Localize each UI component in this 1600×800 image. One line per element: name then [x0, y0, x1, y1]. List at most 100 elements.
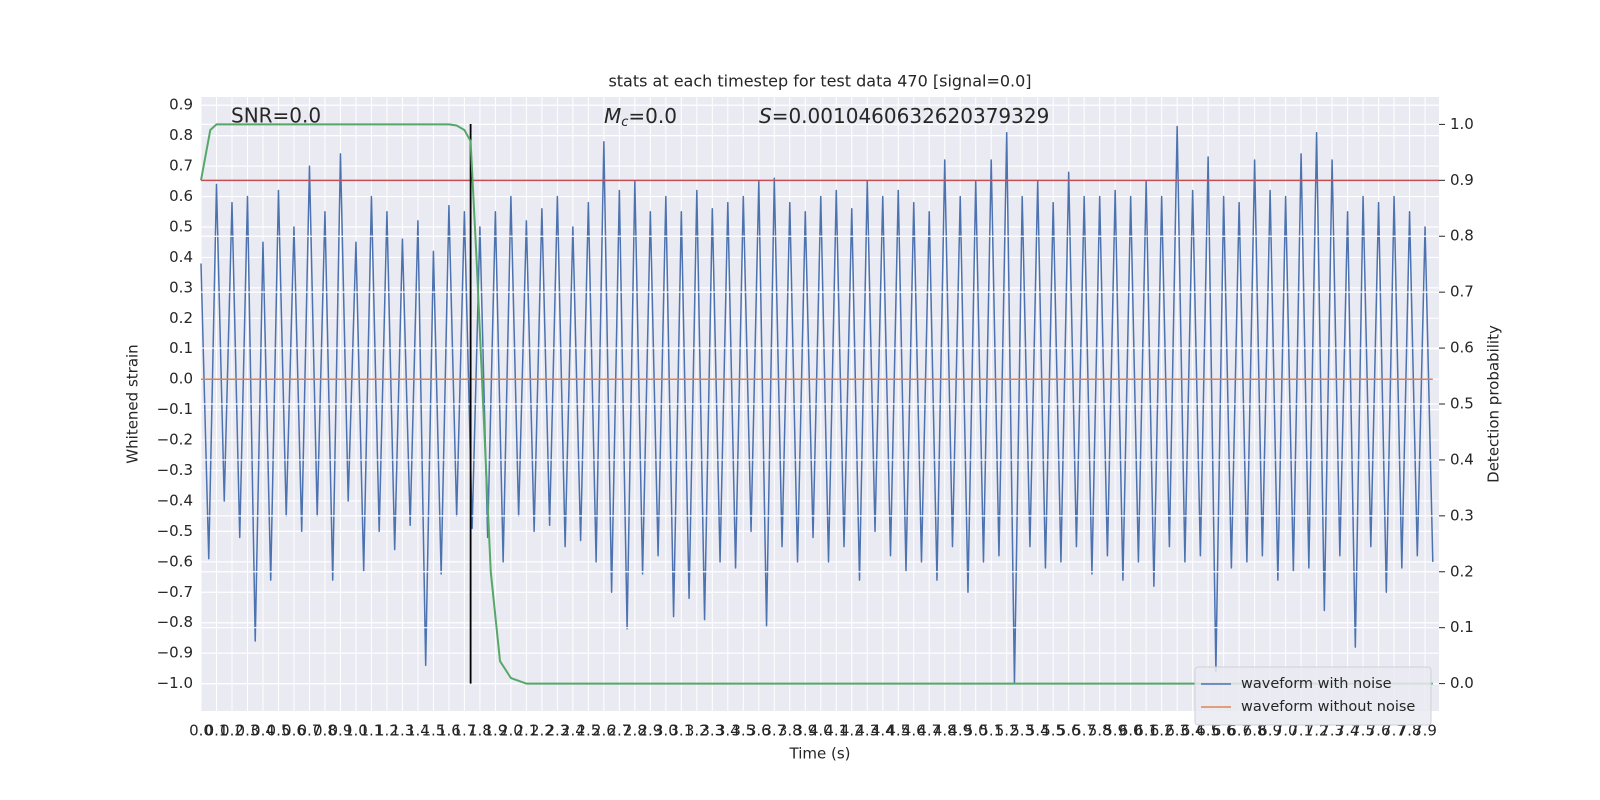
y-tick-label: −0.8: [157, 613, 193, 631]
x-tick-label: 4.7: [917, 722, 941, 740]
x-tick-label: 0.8: [313, 722, 337, 740]
x-tick-label: 4.2: [840, 722, 864, 740]
y2-tick-label: 0.4: [1450, 450, 1474, 468]
y-tick-label: 0.4: [169, 248, 193, 266]
y-tick-label: 0.1: [169, 339, 193, 357]
y2-tick-label: 0.0: [1450, 674, 1474, 692]
x-tick-label: 4.8: [933, 722, 957, 740]
x-tick-label: 0.5: [267, 722, 291, 740]
y-tick-label: 0.8: [169, 126, 193, 144]
y2-tick-label: 0.5: [1450, 395, 1474, 413]
y-tick-label: 0.5: [169, 217, 193, 235]
y-tick-label: 0.2: [169, 309, 193, 327]
x-tick-label: 7.2: [1305, 722, 1329, 740]
s-symbol: S: [759, 104, 772, 128]
x-tick-label: 7.6: [1367, 722, 1391, 740]
y-axis-label: Whitened strain: [124, 344, 142, 463]
y2-tick-label: 0.9: [1450, 171, 1474, 189]
y2-tick-label: 0.1: [1450, 618, 1474, 636]
y-tick-label: −0.3: [157, 461, 193, 479]
x-tick-label: 6.3: [1165, 722, 1189, 740]
x-tick-label: 1.2: [375, 722, 399, 740]
mc-text: =0.0: [628, 104, 677, 128]
x-tick-label: 6.2: [1150, 722, 1174, 740]
y2-tick-label: 0.6: [1450, 339, 1474, 357]
x-tick-label: 3.4: [716, 722, 740, 740]
s-annotation: S=0.0010460632620379329: [759, 104, 1049, 128]
x-tick-label: 2.1: [514, 722, 538, 740]
x-tick-label: 4.1: [824, 722, 848, 740]
x-axis-label: Time (s): [789, 745, 851, 763]
snr-annotation: SNR=0.0: [231, 104, 321, 128]
x-tick-label: 2.9: [638, 722, 662, 740]
y-tick-label: −1.0: [157, 674, 193, 692]
x-tick-label: 3.9: [793, 722, 817, 740]
x-tick-label: 0.1: [205, 722, 229, 740]
x-tick-label: 7.0: [1274, 722, 1298, 740]
x-tick-label: 3.7: [762, 722, 786, 740]
series-line: [200, 123, 1433, 685]
x-tick-label: 5.0: [964, 722, 988, 740]
x-tick-label: 5.5: [1041, 722, 1065, 740]
legend-label: waveform with noise: [1241, 676, 1392, 692]
y2-tick-label: 0.8: [1450, 227, 1474, 245]
mc-symbol: M: [604, 104, 621, 128]
x-tick-label: 6.8: [1243, 722, 1267, 740]
x-tick-label: 7.9: [1413, 722, 1437, 740]
x-tick-label: 3.6: [747, 722, 771, 740]
chart-title: stats at each timestep for test data 470…: [608, 72, 1031, 91]
x-tick-label: 1.9: [483, 722, 507, 740]
x-tick-label: 6.4: [1181, 722, 1205, 740]
x-tick-label: 1.6: [437, 722, 461, 740]
y2-tick-label: 0.3: [1450, 506, 1474, 524]
legend-label: waveform without noise: [1241, 699, 1415, 715]
x-tick-label: 4.5: [886, 722, 910, 740]
x-tick-label: 2.3: [545, 722, 569, 740]
y-tick-label: −0.1: [157, 400, 193, 418]
y2-axis-label: Detection probability: [1485, 325, 1503, 483]
x-tick-label: 2.5: [576, 722, 600, 740]
x-tick-label: 7.4: [1336, 722, 1360, 740]
y2-tick-label: 1.0: [1450, 115, 1474, 133]
x-tick-label: 7.3: [1320, 722, 1344, 740]
mc-subscript: c: [621, 115, 628, 130]
x-tick-label: 2.4: [561, 722, 585, 740]
x-tick-label: 6.9: [1258, 722, 1282, 740]
s-text: =0.0010460632620379329: [772, 104, 1050, 128]
y-tick-label: −0.4: [157, 491, 193, 509]
x-tick-label: 6.5: [1196, 722, 1220, 740]
legend-box: [1194, 666, 1432, 726]
x-tick-label: 0.4: [251, 722, 275, 740]
x-tick-label: 1.8: [468, 722, 492, 740]
x-tick-label: 7.5: [1351, 722, 1375, 740]
x-tick-label: 1.7: [452, 722, 476, 740]
legend: waveform with noise waveform without nois…: [1194, 666, 1432, 726]
x-tick-label: 4.6: [902, 722, 926, 740]
x-tick-label: 7.7: [1382, 722, 1406, 740]
x-tick-label: 5.3: [1010, 722, 1034, 740]
x-tick-label: 2.2: [530, 722, 554, 740]
x-tick-label: 0.3: [236, 722, 260, 740]
y2-tick-label: 0.2: [1450, 562, 1474, 580]
y-tick-label: 0.0: [169, 370, 193, 388]
y-tick-label: −0.2: [157, 431, 193, 449]
x-tick-label: 1.0: [344, 722, 368, 740]
x-tick-label: 5.2: [995, 722, 1019, 740]
x-tick-label: 0.2: [220, 722, 244, 740]
y2-tick-label: 0.7: [1450, 283, 1474, 301]
x-tick-label: 3.0: [654, 722, 678, 740]
x-tick-label: 3.5: [731, 722, 755, 740]
x-tick-label: 2.0: [499, 722, 523, 740]
y-tick-label: −0.7: [157, 583, 193, 601]
x-tick-label: 5.7: [1072, 722, 1096, 740]
x-tick-label: 4.9: [948, 722, 972, 740]
x-tick-label: 1.1: [360, 722, 384, 740]
x-tick-label: 7.8: [1398, 722, 1422, 740]
x-tick-label: 0.0: [189, 722, 213, 740]
x-tick-label: 2.8: [623, 722, 647, 740]
x-tick-label: 3.1: [669, 722, 693, 740]
x-tick-label: 6.7: [1227, 722, 1251, 740]
x-tick-label: 1.5: [421, 722, 445, 740]
